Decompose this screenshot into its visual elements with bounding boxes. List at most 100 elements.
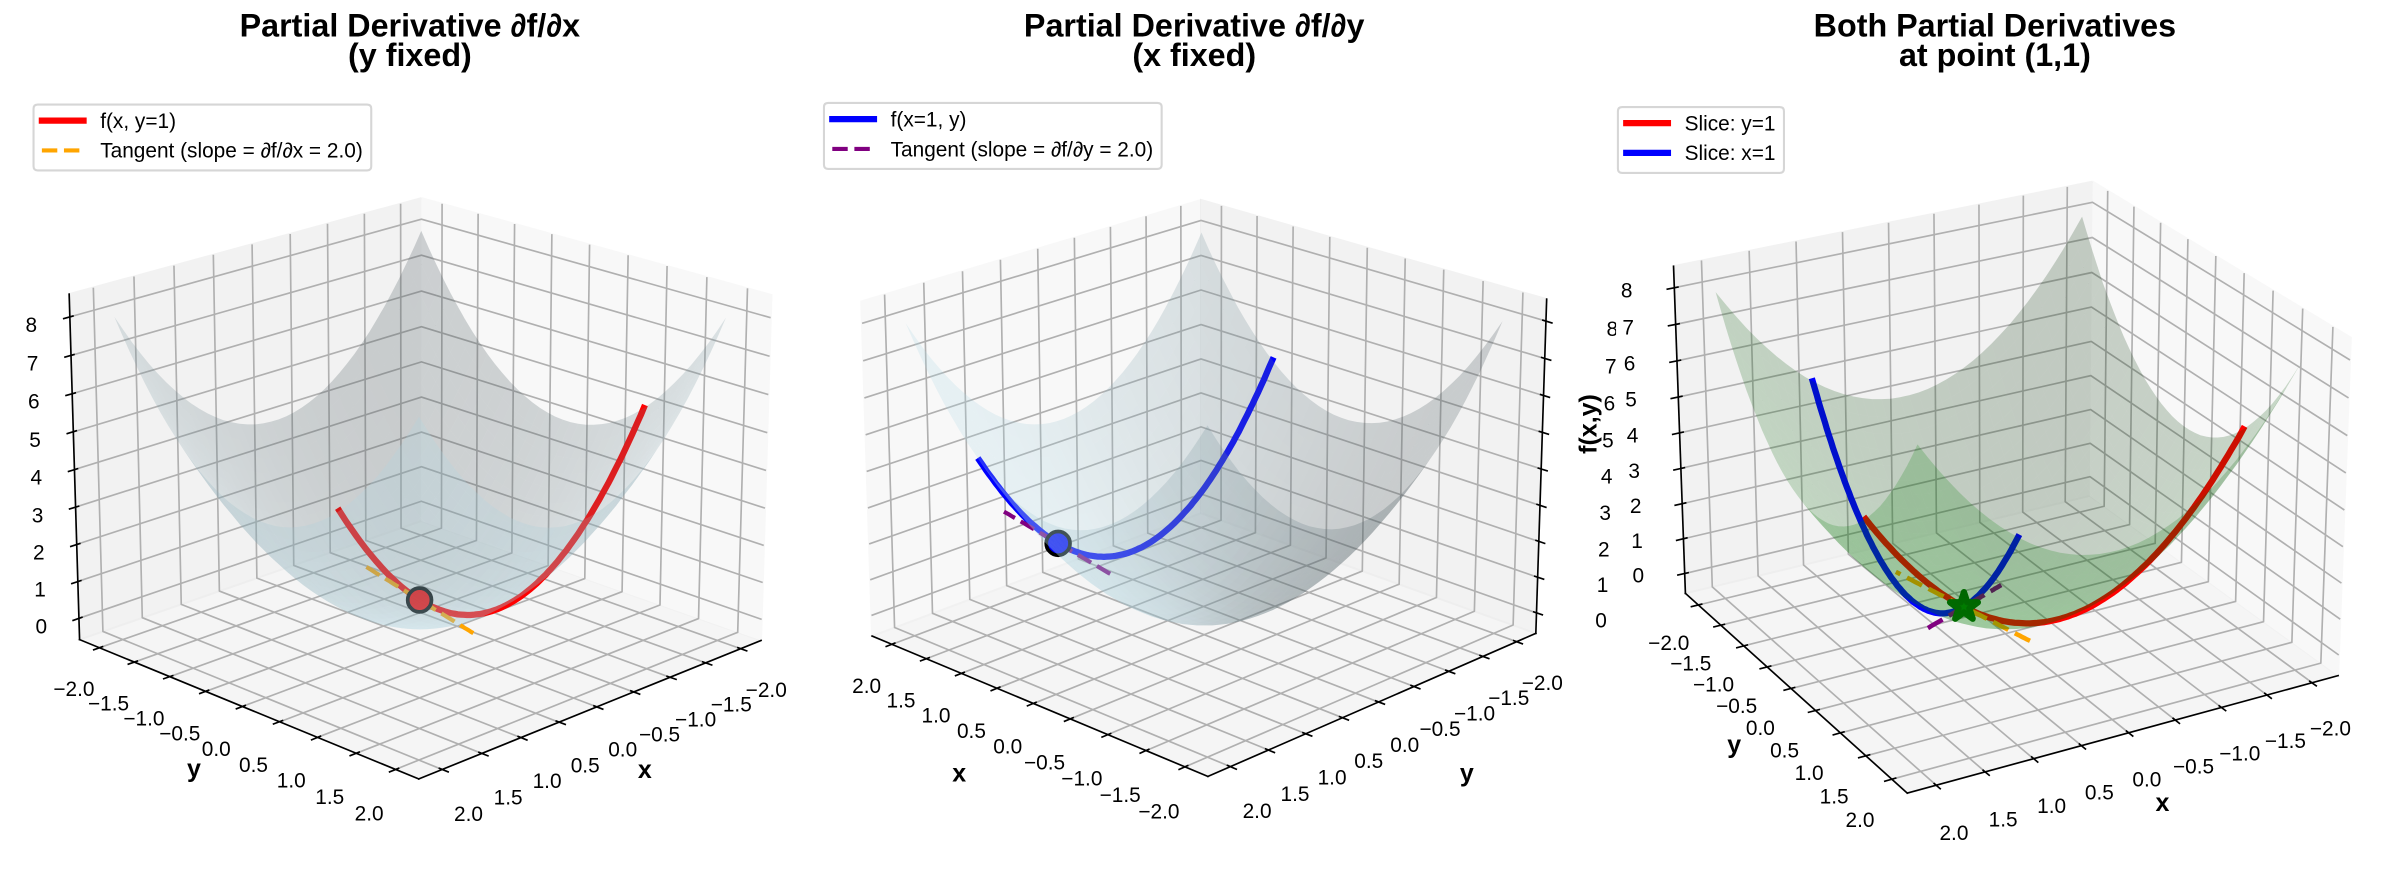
svg-text:−2.0: −2.0	[1648, 632, 1689, 655]
svg-text:2.0: 2.0	[852, 675, 881, 698]
svg-text:0: 0	[1595, 610, 1607, 633]
svg-text:y: y	[187, 755, 201, 783]
svg-text:6: 6	[28, 391, 40, 414]
svg-text:4: 4	[1601, 466, 1613, 489]
svg-text:Partial Derivative ∂f/∂y: Partial Derivative ∂f/∂y	[1024, 7, 1365, 43]
svg-text:Slice: y=1: Slice: y=1	[1685, 112, 1776, 135]
svg-text:−0.5: −0.5	[1716, 695, 1757, 718]
svg-text:0.0: 0.0	[2132, 768, 2161, 791]
svg-text:1.0: 1.0	[922, 705, 951, 728]
svg-text:Partial Derivative ∂f/∂x: Partial Derivative ∂f/∂x	[240, 7, 581, 43]
svg-text:1: 1	[1631, 530, 1643, 553]
svg-text:2: 2	[33, 542, 45, 565]
svg-text:−1.5: −1.5	[1670, 653, 1711, 676]
svg-text:−1.0: −1.0	[2219, 743, 2260, 766]
svg-text:1.0: 1.0	[533, 770, 562, 793]
svg-text:x: x	[638, 756, 652, 784]
svg-text:Tangent (slope = ∂f/∂y = 2.0): Tangent (slope = ∂f/∂y = 2.0)	[891, 138, 1154, 161]
svg-text:4: 4	[30, 467, 42, 490]
svg-text:3: 3	[32, 504, 44, 527]
svg-text:f(x,y): f(x,y)	[1574, 394, 1602, 454]
svg-text:3: 3	[1628, 460, 1640, 483]
svg-text:0.5: 0.5	[2085, 782, 2114, 805]
svg-text:−0.5: −0.5	[2173, 756, 2214, 779]
svg-text:f(x=1, y): f(x=1, y)	[891, 108, 967, 131]
svg-text:−1.5: −1.5	[711, 694, 752, 717]
svg-text:7: 7	[27, 352, 39, 375]
svg-text:−0.5: −0.5	[1419, 718, 1460, 741]
svg-text:−1.0: −1.0	[1454, 702, 1495, 725]
svg-text:6: 6	[1604, 392, 1616, 415]
svg-text:2.0: 2.0	[355, 803, 384, 826]
svg-text:2.0: 2.0	[1939, 822, 1968, 845]
svg-text:0.5: 0.5	[1770, 739, 1799, 762]
svg-text:0.0: 0.0	[993, 736, 1022, 759]
svg-text:Slice: x=1: Slice: x=1	[1685, 142, 1776, 165]
svg-text:5: 5	[1625, 389, 1637, 412]
svg-text:2: 2	[1630, 495, 1642, 518]
svg-text:0.5: 0.5	[957, 720, 986, 743]
svg-text:3: 3	[1599, 502, 1611, 525]
svg-text:−1.5: −1.5	[1488, 687, 1529, 710]
svg-text:−1.0: −1.0	[1693, 674, 1734, 697]
svg-text:6: 6	[1624, 353, 1636, 376]
svg-text:8: 8	[1621, 280, 1633, 303]
svg-text:0: 0	[35, 615, 47, 638]
svg-text:f(x, y=1): f(x, y=1)	[100, 110, 176, 133]
svg-text:2.0: 2.0	[1846, 809, 1875, 832]
svg-text:−2.0: −2.0	[2310, 717, 2351, 740]
svg-text:2.0: 2.0	[454, 803, 483, 826]
svg-text:y: y	[1460, 759, 1474, 787]
svg-text:−1.5: −1.5	[1100, 784, 1141, 807]
svg-text:−2.0: −2.0	[53, 678, 94, 701]
svg-text:7: 7	[1605, 355, 1617, 378]
svg-text:8: 8	[1606, 318, 1618, 341]
svg-text:5: 5	[29, 429, 41, 452]
svg-text:1.5: 1.5	[1989, 808, 2018, 831]
svg-text:y: y	[1727, 731, 1741, 759]
svg-text:1.0: 1.0	[277, 770, 306, 793]
svg-text:−1.0: −1.0	[675, 708, 716, 731]
svg-text:0.5: 0.5	[571, 754, 600, 777]
svg-text:1.5: 1.5	[1820, 785, 1849, 808]
svg-text:2: 2	[1598, 538, 1610, 561]
svg-text:1.5: 1.5	[1281, 783, 1310, 806]
svg-text:1: 1	[1597, 574, 1609, 597]
svg-text:Tangent (slope = ∂f/∂x = 2.0): Tangent (slope = ∂f/∂x = 2.0)	[100, 140, 363, 163]
svg-text:0.0: 0.0	[1390, 734, 1419, 757]
svg-text:1.0: 1.0	[1795, 762, 1824, 785]
svg-text:1.0: 1.0	[2037, 795, 2066, 818]
svg-text:x: x	[2156, 789, 2170, 817]
svg-text:at point (1,1): at point (1,1)	[1899, 37, 2091, 73]
svg-text:−1.0: −1.0	[1061, 767, 1102, 790]
svg-text:1.5: 1.5	[887, 690, 916, 713]
svg-text:−1.5: −1.5	[88, 693, 129, 716]
svg-text:Both Partial Derivatives: Both Partial Derivatives	[1814, 7, 2176, 43]
svg-text:1.0: 1.0	[1318, 766, 1347, 789]
svg-text:x: x	[952, 759, 966, 787]
svg-text:0: 0	[1633, 565, 1645, 588]
svg-text:−1.5: −1.5	[2265, 730, 2306, 753]
svg-text:7: 7	[1622, 316, 1634, 339]
svg-text:−2.0: −2.0	[746, 679, 787, 702]
svg-text:1: 1	[34, 579, 46, 602]
svg-text:5: 5	[1602, 429, 1614, 452]
svg-text:0.5: 0.5	[1354, 750, 1383, 773]
svg-text:−0.5: −0.5	[159, 723, 200, 746]
svg-text:−2.0: −2.0	[1138, 801, 1179, 824]
svg-text:0.0: 0.0	[1746, 717, 1775, 740]
svg-text:0.5: 0.5	[239, 754, 268, 777]
svg-text:−1.0: −1.0	[123, 708, 164, 731]
svg-text:1.5: 1.5	[494, 786, 523, 809]
svg-text:0.0: 0.0	[608, 739, 637, 762]
svg-text:−0.5: −0.5	[1024, 751, 1065, 774]
svg-text:4: 4	[1627, 424, 1639, 447]
svg-text:2.0: 2.0	[1243, 800, 1272, 823]
svg-text:(x fixed): (x fixed)	[1132, 37, 1256, 73]
svg-text:1.5: 1.5	[315, 786, 344, 809]
svg-text:0.0: 0.0	[202, 738, 231, 761]
svg-text:(y fixed): (y fixed)	[348, 37, 472, 73]
svg-text:−2.0: −2.0	[1522, 672, 1563, 695]
svg-text:8: 8	[25, 314, 37, 337]
svg-text:−0.5: −0.5	[639, 723, 680, 746]
